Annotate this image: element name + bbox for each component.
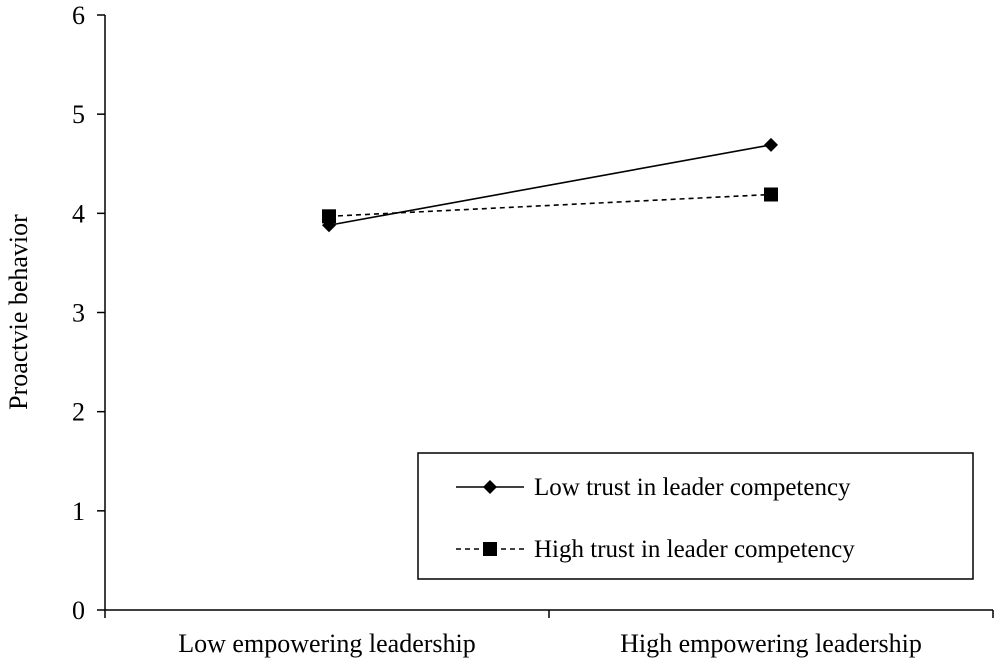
x-tick-label: Low empowering leadership <box>178 629 475 658</box>
legend-items: Low trust in leader competency High trust… <box>456 474 855 563</box>
data-point-diamond <box>483 480 497 494</box>
y-tick-label: 6 <box>72 1 85 30</box>
legend-item: High trust in leader competency <box>456 536 855 563</box>
legend-item: Low trust in leader competency <box>456 474 851 501</box>
legend-label: Low trust in leader competency <box>534 474 851 501</box>
series-layer <box>322 137 778 233</box>
data-point-diamond <box>764 137 778 152</box>
series-line <box>328 193 772 218</box>
plot-area: 0 1 2 3 4 5 6 Low empowering leadership High em… <box>72 1 994 658</box>
series-2 <box>322 187 778 224</box>
y-tick-label: 3 <box>72 299 85 328</box>
legend-box <box>417 452 974 580</box>
x-tick-label: High empowering leadership <box>620 629 922 658</box>
legend: Low trust in leader competency High trust… <box>417 452 974 580</box>
y-axis-title: Proactvie behavior <box>4 214 33 410</box>
series-1 <box>322 137 778 233</box>
data-point-square <box>764 187 778 202</box>
y-tick-label: 2 <box>72 398 85 427</box>
y-tick-label: 1 <box>72 497 85 526</box>
x-category-labels: Low empowering leadership High empowering… <box>178 629 922 658</box>
y-tick-label: 5 <box>72 100 85 129</box>
y-ticks: 0 1 2 3 4 5 6 <box>72 1 105 625</box>
data-point-square <box>322 209 336 224</box>
y-tick-label: 0 <box>72 596 85 625</box>
data-point-square <box>483 542 497 556</box>
series-line <box>328 144 772 227</box>
y-tick-label: 4 <box>72 199 85 228</box>
legend-label: High trust in leader competency <box>534 536 855 563</box>
